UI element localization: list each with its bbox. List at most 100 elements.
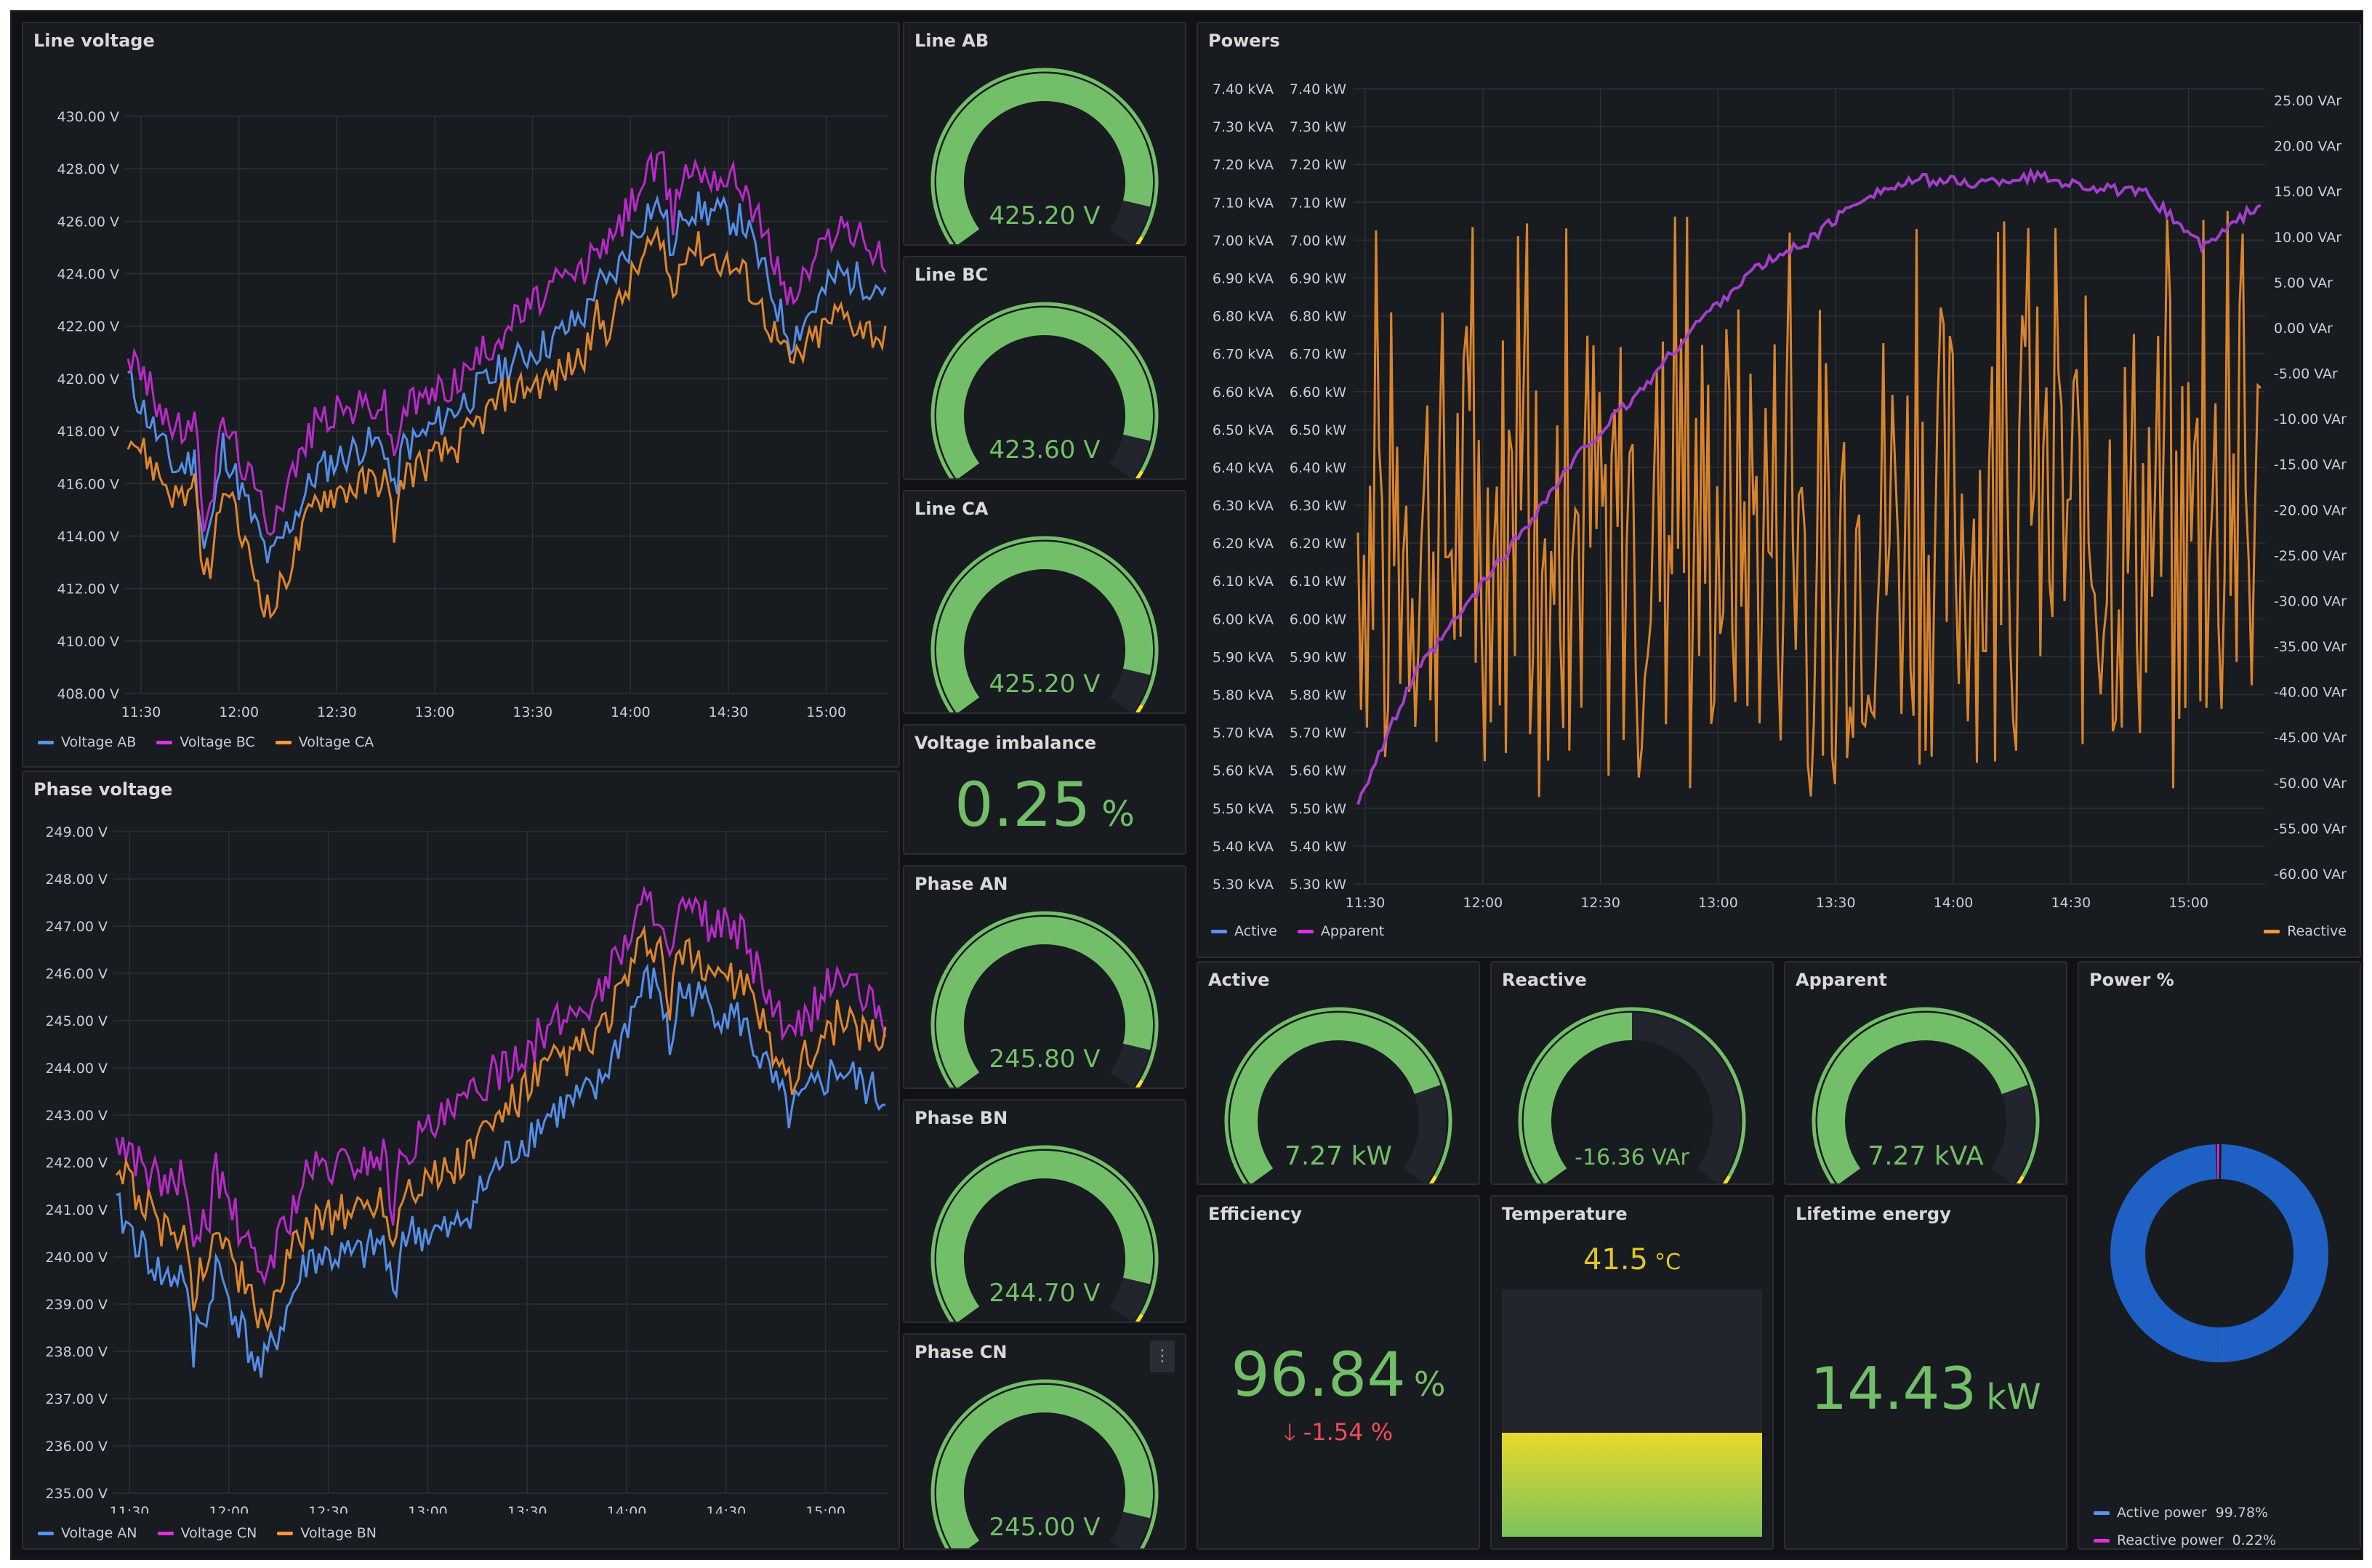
powers-panel: Powers 7.40 kVA 7.40 kW 7.30 kVA 7.30 kW 7.2… (1197, 22, 2361, 958)
apparent-gauge-panel: Apparent 7.27 kVA (1784, 961, 2067, 1185)
legend-item-voltage-ab[interactable]: Voltage AB (38, 734, 136, 750)
x-tick-label: 12:30 (1580, 895, 1620, 911)
y-tick-label-kw: 5.40 kW (1290, 839, 1346, 855)
gauge-threshold-ring (930, 536, 1159, 712)
active-gauge: 7.27 kW (1224, 1007, 1452, 1183)
y-right-tick-label: -10.00 VAr (2274, 411, 2347, 427)
legend-item-reactive-power[interactable]: Reactive power 0.22% (2094, 1527, 2276, 1554)
gauge-fill (936, 542, 1153, 712)
y-tick-label-kva: 5.60 kVA (1213, 763, 1274, 779)
y-tick-label: 430.00 V (57, 109, 119, 125)
x-tick-label: 13:30 (512, 704, 552, 720)
y-tick-label-kva: 6.60 kVA (1213, 385, 1274, 401)
panel-menu-icon[interactable]: ⋮ (1150, 1340, 1175, 1372)
legend-item-voltage-ca[interactable]: Voltage CA (275, 734, 374, 750)
panel-title: Line voltage (33, 31, 155, 51)
phase-voltage-panel: Phase voltage 249.00 V 248.00 V 247.00 V 24… (22, 771, 900, 1550)
y-right-tick-label: -25.00 VAr (2274, 548, 2347, 564)
power-percent-legend: Active power 99.78% Reactive power 0.22% (2094, 1499, 2276, 1554)
line-voltage-chart[interactable]: 430.00 V 428.00 V 426.00 V 424.00 V 422.00 V… (23, 23, 898, 721)
powers-legend-left: Active Apparent (1211, 923, 1400, 939)
gauge-threshold-ring (1518, 1007, 1746, 1183)
y-tick-label: 238.00 V (45, 1344, 108, 1360)
y-right-tick-label: -30.00 VAr (2274, 593, 2347, 609)
y-tick-label: 249.00 V (45, 824, 108, 840)
legend-label: Voltage AB (61, 734, 137, 750)
y-right-tick-label: 15.00 VAr (2274, 184, 2341, 200)
panel-title: Line CA (914, 499, 989, 519)
y-tick-label-kw: 6.40 kW (1290, 460, 1346, 476)
legend-item-voltage-an[interactable]: Voltage AN (38, 1525, 137, 1541)
powers-chart[interactable]: 7.40 kVA 7.40 kW 7.30 kVA 7.30 kW 7.20 kVA 7.… (1198, 23, 2360, 917)
series-line-voltage-ca (126, 225, 887, 620)
series-line-apparent (1356, 166, 2262, 805)
legend-item-voltage-bn[interactable]: Voltage BN (277, 1525, 377, 1541)
gauge-threshold-ring-warn (1722, 1175, 1731, 1183)
power-percent-donut[interactable] (2079, 962, 2360, 1399)
y-tick-label-kw: 6.90 kW (1290, 270, 1346, 286)
panel-title: Phase voltage (33, 779, 173, 800)
y-right-tick-label: 0.00 VAr (2274, 321, 2333, 337)
gauge-value: 7.27 kW (1285, 1141, 1392, 1171)
y-tick-label-kw: 7.30 kW (1290, 119, 1346, 135)
efficiency-delta: 🡓 -1.54 % (1198, 1416, 1479, 1455)
y-tick-label: 428.00 V (57, 161, 119, 177)
legend-item-active[interactable]: Active (1211, 923, 1277, 939)
x-tick-label: 12:00 (1463, 895, 1503, 911)
gauge-fill (1230, 1013, 1441, 1183)
gauge-threshold-ring-warn (1135, 236, 1143, 244)
y-tick-label-kva: 6.10 kVA (1213, 574, 1274, 590)
series-line-voltage-an (116, 962, 886, 1378)
x-tick-label: 15:00 (806, 704, 846, 720)
x-tick-label: 14:30 (706, 1504, 746, 1513)
stat-unit: kW (1986, 1377, 2041, 1418)
y-tick-label-kw: 6.00 kW (1290, 611, 1346, 627)
y-right-tick-label: -5.00 VAr (2274, 366, 2338, 382)
y-tick-label-kva: 6.90 kVA (1213, 270, 1274, 286)
legend-item-apparent[interactable]: Apparent (1297, 923, 1384, 939)
gauge-fill (1523, 1013, 1633, 1183)
panel-title: Phase AN (914, 874, 1008, 894)
y-tick-label-kw: 7.10 kW (1290, 195, 1346, 211)
phase-voltage-chart[interactable]: 249.00 V 248.00 V 247.00 V 246.00 V 245.00 V… (23, 772, 898, 1513)
stat-value: 96.84 (1231, 1339, 1406, 1410)
y-tick-label: 244.00 V (45, 1061, 108, 1077)
x-tick-label: 12:30 (317, 704, 357, 720)
gauge-value: 423.60 V (989, 435, 1100, 465)
gauge-value: 245.80 V (989, 1045, 1100, 1074)
apparent-gauge: 7.27 kVA (1812, 1007, 2040, 1183)
y-tick-label-kva: 5.30 kVA (1213, 877, 1274, 893)
y-tick-label: 414.00 V (57, 528, 119, 544)
line-bc-gauge: 423.60 V (930, 302, 1159, 478)
y-tick-label: 237.00 V (45, 1391, 108, 1407)
y-tick-label: 243.00 V (45, 1108, 108, 1124)
voltage-imbalance-stat: 0.25 % (904, 769, 1185, 840)
legend-item-voltage-bc[interactable]: Voltage BC (156, 734, 255, 750)
x-tick-label: 14:00 (607, 1504, 647, 1513)
y-tick-label-kw: 6.60 kW (1290, 385, 1346, 401)
y-tick-label-kva: 6.00 kVA (1213, 611, 1274, 627)
donut-slice-active-power (2217, 1144, 2329, 1363)
legend-label: Voltage CN (180, 1525, 257, 1541)
legend-item-active-power[interactable]: Active power 99.78% (2094, 1499, 2276, 1527)
y-tick-label-kva: 7.30 kVA (1213, 119, 1274, 135)
x-tick-label: 13:30 (1816, 895, 1856, 911)
x-tick-label: 14:30 (709, 704, 749, 720)
y-right-tick-label: -50.00 VAr (2274, 776, 2347, 792)
panel-title: Phase CN (914, 1342, 1008, 1362)
phase-an-gauge: 245.80 V (930, 911, 1159, 1087)
phase-an-gauge-panel: Phase AN 245.80 V (903, 865, 1186, 1089)
gauge-threshold-ring-warn (1135, 1314, 1143, 1322)
voltage-imbalance-panel: Voltage imbalance 0.25 % (903, 724, 1186, 855)
gauge-threshold-ring-warn (2016, 1175, 2025, 1183)
legend-item-voltage-cn[interactable]: Voltage CN (157, 1525, 257, 1541)
legend-item-reactive[interactable]: Reactive (2264, 923, 2347, 939)
y-right-tick-label: 25.00 VAr (2274, 93, 2341, 109)
y-tick-label-kw: 5.90 kW (1290, 649, 1346, 665)
gauge-threshold-ring-warn (1135, 470, 1143, 478)
stat-unit: % (1101, 794, 1135, 835)
panel-title: Lifetime energy (1796, 1204, 1951, 1224)
efficiency-panel: Efficiency 96.84 % 🡓 -1.54 % (1197, 1195, 1480, 1550)
stat-value: 41.5 (1583, 1243, 1648, 1276)
donut-slice-active-power-b (2110, 1144, 2219, 1362)
